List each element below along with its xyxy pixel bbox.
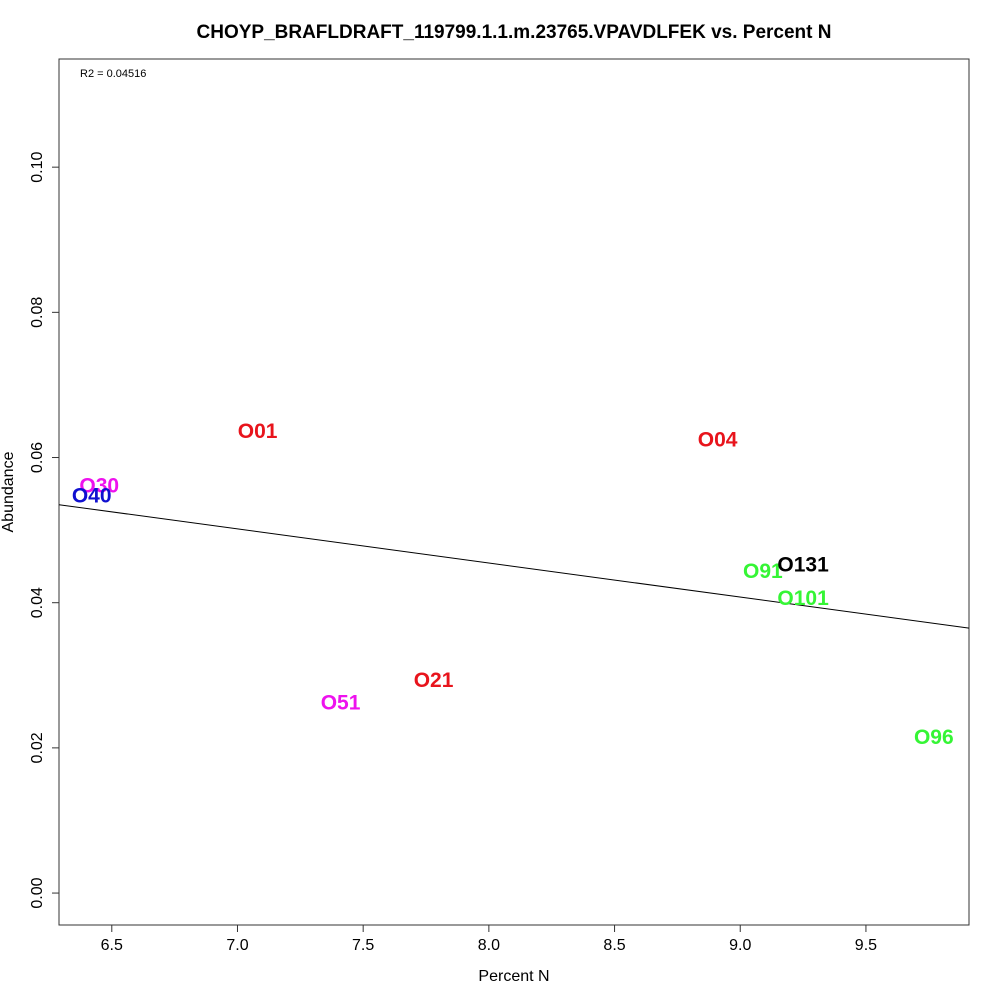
r2-annotation: R2 = 0.04516 [80, 68, 146, 80]
x-tick-label: 9.5 [855, 937, 877, 954]
x-tick-label: 8.5 [603, 937, 625, 954]
regression-line-layer [58, 504, 970, 629]
x-tick-label: 7.5 [352, 937, 374, 954]
data-point-label: O04 [698, 429, 738, 452]
plot-frame [58, 58, 970, 926]
data-point-label: O96 [914, 726, 954, 749]
data-point-label: O21 [414, 669, 454, 692]
y-axis-label: Abundance [0, 451, 17, 532]
data-point-label: O51 [321, 691, 361, 714]
y-axis: 0.00 0.02 0.04 0.06 0.08 0.10 [29, 151, 59, 909]
x-tick-label: 7.0 [226, 937, 248, 954]
data-points-layer: O01 O04 O21 O30 O51 O40 O91 O101 O96 O131 [72, 420, 954, 749]
y-tick-label: 0.00 [29, 877, 46, 908]
y-tick-label: 0.06 [29, 442, 46, 473]
x-tick-label: 6.5 [101, 937, 123, 954]
data-point-label: O91 [743, 560, 783, 583]
y-tick-label: 0.04 [29, 587, 46, 618]
data-point-label: O01 [238, 420, 278, 443]
data-point-label: O40 [72, 484, 112, 507]
x-tick-label: 9.0 [729, 937, 751, 954]
y-tick-label: 0.10 [29, 151, 46, 182]
chart-title: CHOYP_BRAFLDRAFT_119799.1.1.m.23765.VPAV… [197, 22, 832, 43]
y-tick-label: 0.08 [29, 297, 46, 328]
data-point-label: O131 [777, 553, 829, 576]
x-axis-label: Percent N [478, 968, 549, 985]
regression-line [58, 504, 970, 629]
data-point-label: O101 [777, 587, 829, 610]
x-tick-label: 8.0 [478, 937, 500, 954]
x-axis: 6.5 7.0 7.5 8.0 8.5 9.0 9.5 [101, 925, 877, 954]
y-tick-label: 0.02 [29, 732, 46, 763]
data-point-label: O30 [79, 474, 119, 497]
